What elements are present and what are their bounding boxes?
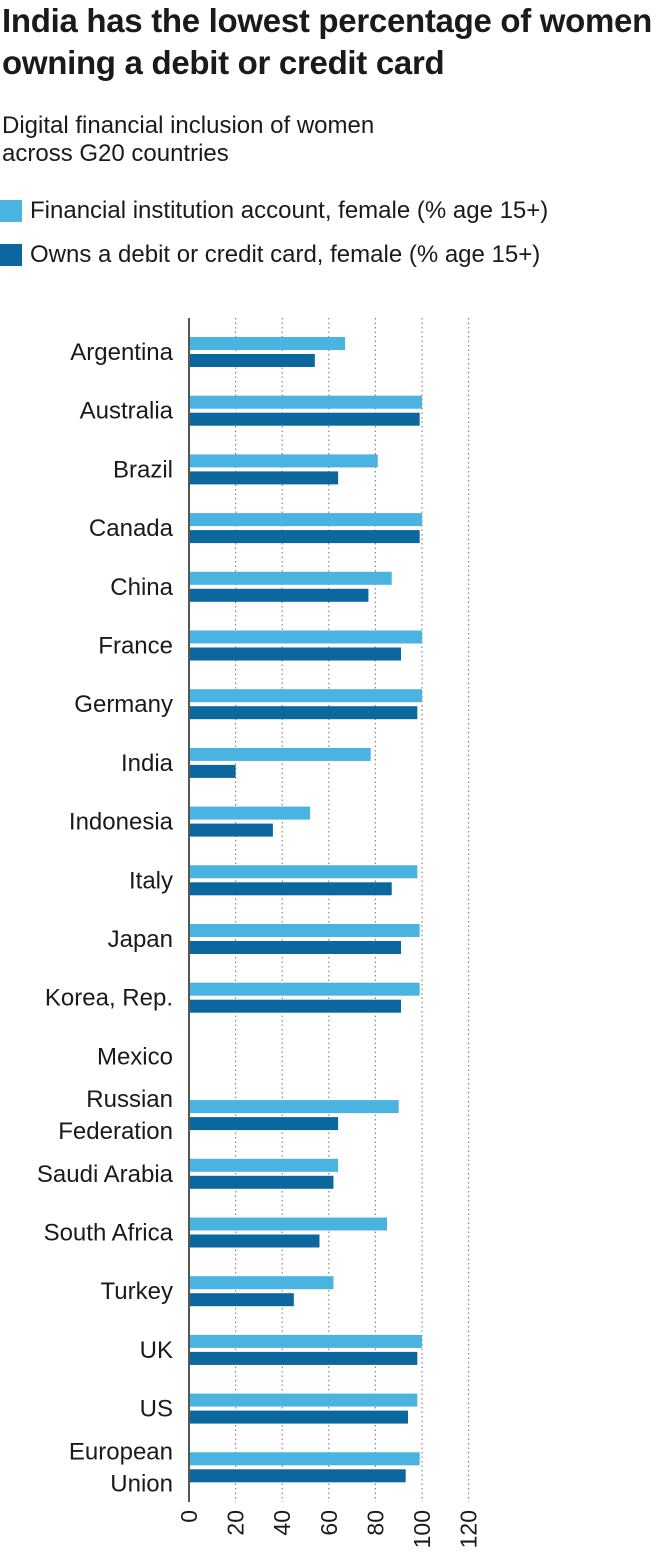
legend-swatch-account [0,200,22,222]
bar-card [189,941,402,954]
category-label: Italy [129,867,173,894]
bar-card [189,1234,320,1248]
category-label: European [69,1438,173,1465]
category-label: Korea, Rep. [45,985,173,1012]
bar-account [189,1334,422,1348]
bar-account [189,395,422,409]
bar-card [189,1293,294,1307]
legend-label-card: Owns a debit or credit card, female (% a… [30,241,541,268]
category-label: Federation [58,1118,173,1145]
bar-card [189,999,402,1013]
category-label: India [121,750,174,777]
bar-card [189,882,392,896]
category-label: Australia [80,398,174,425]
bar-account [189,1217,388,1231]
bar-account [189,571,392,585]
chart-title: India has the lowest percentage of women… [2,2,652,81]
bar-card [189,1117,339,1131]
bar-card [189,1410,409,1424]
bar-card [189,354,315,367]
bar-card [189,647,402,661]
category-label: France [98,633,173,660]
bar-card [189,1351,418,1365]
category-label: UK [140,1337,173,1364]
category-label: Turkey [101,1278,173,1305]
bar-chart: Argentina Australia Brazil Canada China Franc… [37,318,482,1548]
category-label: Russian [86,1086,173,1113]
category-label: Mexico [97,1043,173,1070]
category-label: Indonesia [69,809,174,836]
bar-account [189,1276,334,1290]
x-tick-label: 100 [409,1510,435,1548]
bar-card [189,1175,334,1189]
bar-account [189,1452,420,1466]
legend-swatch-card [0,244,22,266]
bar-account [189,865,418,879]
bar-card [189,588,369,602]
bar-account [189,924,420,937]
bar-account [189,689,422,703]
category-label: Japan [108,926,173,953]
bar-card [189,764,236,778]
bar-account [189,1393,418,1407]
category-label: Saudi Arabia [37,1161,174,1188]
x-tick-label: 80 [362,1510,388,1536]
category-label: Argentina [70,339,173,366]
x-tick-label: 120 [456,1510,482,1548]
category-label: Canada [89,515,174,542]
category-label: South Africa [44,1220,174,1247]
x-tick-label: 0 [176,1510,202,1523]
bar-card [189,1469,406,1483]
chart-subtitle: Digital financial inclusion of women acr… [2,112,375,167]
category-label: China [110,574,173,601]
bar-account [189,454,378,468]
bar-account [189,747,371,761]
bar-account [189,513,422,527]
bar-card [189,706,418,720]
bar-account [189,1158,339,1172]
bar-account [189,806,311,820]
bar-card [189,471,339,485]
bar-card [189,823,273,837]
bar-account [189,982,420,996]
x-tick-label: 40 [269,1510,295,1536]
category-label: Germany [74,691,173,718]
category-label: US [140,1396,173,1423]
bar-card [189,412,420,426]
x-tick-label: 60 [316,1510,342,1536]
legend-label-account: Financial institution account, female (%… [30,197,549,224]
bar-account [189,337,346,350]
x-tick-label: 20 [223,1510,249,1536]
category-label: Brazil [113,456,173,483]
category-label: Union [110,1470,173,1497]
bar-card [189,530,420,544]
bar-account [189,1100,399,1114]
bar-account [189,630,422,644]
